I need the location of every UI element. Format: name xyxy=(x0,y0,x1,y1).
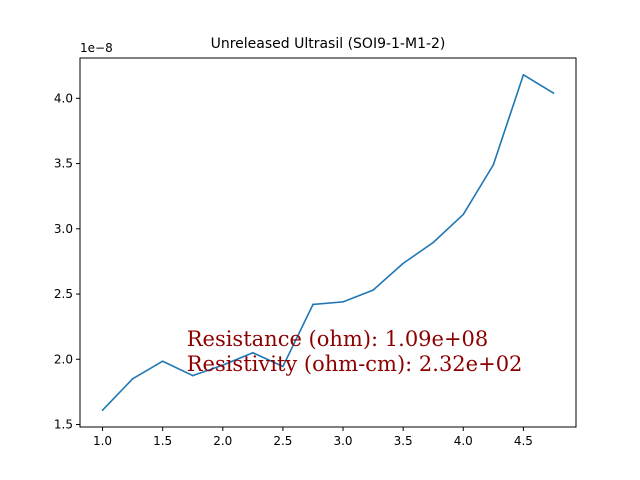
data-point xyxy=(191,374,194,377)
y-scale-label: 1e−8 xyxy=(80,41,113,55)
data-point xyxy=(522,74,525,76)
data-point xyxy=(312,303,314,306)
y-tick-label: 4.0 xyxy=(54,91,73,105)
data-point xyxy=(552,92,555,94)
y-tick-label: 2.5 xyxy=(54,287,73,301)
data-point xyxy=(462,213,465,216)
data-point xyxy=(101,409,104,411)
x-tick-label: 3.5 xyxy=(394,434,413,448)
x-tick-label: 4.0 xyxy=(454,434,473,448)
chart-title: Unreleased Ultrasil (SOI9-1-M1-2) xyxy=(211,36,446,52)
y-tick-label: 1.5 xyxy=(54,418,73,432)
data-point xyxy=(252,351,254,354)
x-tick-label: 2.5 xyxy=(273,434,292,448)
y-tick-label: 2.0 xyxy=(54,352,73,366)
data-point xyxy=(161,360,164,363)
x-tick-label: 4.5 xyxy=(514,434,533,448)
x-tick-label: 1.0 xyxy=(93,434,112,448)
data-point xyxy=(372,289,374,291)
x-tick-label: 1.5 xyxy=(153,434,172,448)
x-tick-label: 2.0 xyxy=(213,434,232,448)
data-point xyxy=(432,241,435,244)
y-tick-label: 3.5 xyxy=(54,157,73,171)
series-line xyxy=(101,74,554,411)
y-tick-label: 3.0 xyxy=(54,222,73,236)
data-point xyxy=(342,301,344,303)
data-point xyxy=(221,364,224,366)
plot-area: 1.0 1.5 2.0 2.5 3.0 3.5 4.0 4.5 1.5 2.0 2.5 3.0 3.5 4… xyxy=(54,74,555,448)
annotation-text: Resistance (ohm): 1.09e+08 xyxy=(187,327,489,351)
data-point xyxy=(282,365,284,368)
annotation-text: Resistivity (ohm-cm): 2.32e+02 xyxy=(187,352,523,376)
axes-frame xyxy=(79,57,577,428)
data-point xyxy=(131,378,134,380)
data-point xyxy=(492,164,495,166)
x-tick-label: 3.0 xyxy=(333,434,352,448)
data-point xyxy=(402,262,404,265)
